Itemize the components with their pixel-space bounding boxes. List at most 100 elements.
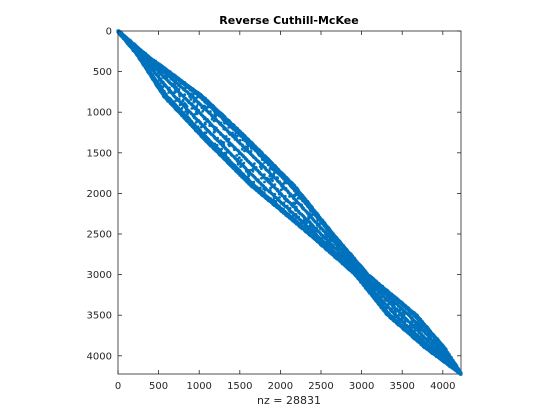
nonzero-marker — [235, 134, 239, 138]
nonzero-marker — [269, 186, 272, 190]
nonzero-marker — [293, 202, 296, 206]
x-tick-label: 2500 — [308, 381, 333, 392]
nonzero-marker — [257, 153, 261, 157]
nonzero-marker — [181, 99, 185, 103]
nonzero-marker — [251, 169, 255, 173]
nonzero-marker — [190, 107, 194, 110]
nonzero-marker — [263, 188, 267, 192]
nonzero-marker — [245, 170, 248, 173]
nonzero-marker — [223, 121, 227, 125]
y-tick-label: 1500 — [87, 148, 112, 159]
nonzero-marker — [417, 326, 420, 330]
x-tick-label: 4000 — [430, 381, 455, 392]
nonzero-marker — [263, 161, 266, 164]
sparsity-pattern — [116, 29, 463, 376]
x-tick-label: 3500 — [389, 381, 414, 392]
nonzero-marker — [271, 179, 274, 183]
nonzero-marker — [177, 84, 181, 88]
nonzero-marker — [187, 92, 190, 96]
nonzero-marker — [213, 111, 217, 115]
x-axis-label: nz = 28831 — [257, 394, 321, 407]
x-tick-label: 1500 — [227, 381, 252, 392]
nonzero-marker — [243, 149, 247, 152]
nonzero-marker — [319, 227, 322, 231]
nonzero-marker — [246, 144, 250, 148]
x-tick-label: 3000 — [349, 381, 374, 392]
nonzero-marker — [178, 94, 182, 98]
y-axis: 0 500 1000 1500 2000 2500 3000 3500 4000 — [87, 27, 461, 362]
nonzero-marker — [245, 142, 249, 146]
y-tick-label: 0 — [106, 27, 112, 38]
x-tick-label: 1000 — [186, 381, 211, 392]
x-axis: 0 500 1000 1500 2000 2500 3000 3500 4000 — [115, 31, 456, 392]
x-tick-label: 0 — [115, 381, 121, 392]
nonzero-marker — [280, 185, 284, 188]
nonzero-marker — [212, 119, 216, 123]
nonzero-marker — [184, 86, 188, 90]
nonzero-marker — [202, 117, 206, 121]
nonzero-marker — [410, 318, 414, 322]
nonzero-marker — [204, 122, 207, 126]
nonzero-marker — [186, 112, 189, 116]
nonzero-marker — [189, 98, 193, 101]
nonzero-marker — [240, 147, 244, 151]
nonzero-marker — [161, 76, 165, 79]
nonzero-marker — [212, 127, 216, 131]
x-tick-label: 500 — [149, 381, 168, 392]
nonzero-marker — [253, 162, 256, 166]
nonzero-marker — [236, 162, 240, 166]
nonzero-marker — [196, 102, 200, 106]
nonzero-marker — [279, 188, 283, 192]
nonzero-marker — [272, 196, 276, 200]
nonzero-marker — [227, 126, 231, 129]
nonzero-marker — [459, 373, 463, 376]
nonzero-marker — [188, 95, 192, 99]
nonzero-marker — [174, 99, 178, 102]
nonzero-marker — [223, 127, 227, 131]
nonzero-marker — [187, 101, 191, 104]
nonzero-marker — [179, 81, 183, 85]
nonzero-marker — [298, 212, 302, 216]
nonzero-marker — [210, 117, 214, 121]
y-tick-label: 2500 — [87, 230, 112, 241]
nonzero-marker — [289, 210, 292, 214]
nonzero-marker — [263, 180, 266, 184]
nonzero-marker — [195, 112, 199, 116]
nonzero-marker — [212, 130, 216, 134]
nonzero-marker — [261, 158, 264, 162]
nonzero-marker — [201, 109, 205, 113]
nonzero-marker — [235, 154, 239, 157]
nonzero-marker — [296, 196, 300, 200]
nonzero-marker — [266, 163, 270, 167]
nonzero-marker — [303, 219, 307, 223]
nonzero-marker — [240, 158, 243, 162]
y-tick-label: 3500 — [87, 311, 112, 322]
y-tick-label: 3000 — [87, 270, 112, 281]
nonzero-marker — [260, 167, 263, 171]
y-tick-label: 1000 — [87, 108, 112, 119]
nonzero-marker — [277, 192, 281, 196]
nonzero-marker — [205, 119, 209, 123]
y-tick-label: 2000 — [87, 189, 112, 200]
nonzero-marker — [232, 148, 236, 152]
nonzero-marker — [392, 306, 395, 310]
nonzero-marker — [195, 120, 198, 124]
nonzero-marker — [199, 125, 203, 129]
nonzero-marker — [294, 208, 297, 212]
nonzero-marker — [268, 174, 272, 178]
nonzero-marker — [288, 195, 291, 198]
nonzero-marker — [200, 106, 204, 110]
nonzero-marker — [401, 310, 405, 314]
y-tick-label: 4000 — [87, 351, 112, 362]
nonzero-marker — [192, 100, 196, 104]
nonzero-marker — [316, 218, 320, 222]
nonzero-marker — [167, 91, 171, 94]
nonzero-marker — [237, 152, 241, 156]
x-tick-label: 2000 — [268, 381, 293, 392]
y-tick-label: 500 — [93, 67, 112, 78]
nonzero-marker — [260, 176, 263, 180]
nonzero-marker — [228, 144, 231, 148]
nonzero-marker — [249, 147, 253, 150]
nonzero-marker — [239, 165, 242, 169]
